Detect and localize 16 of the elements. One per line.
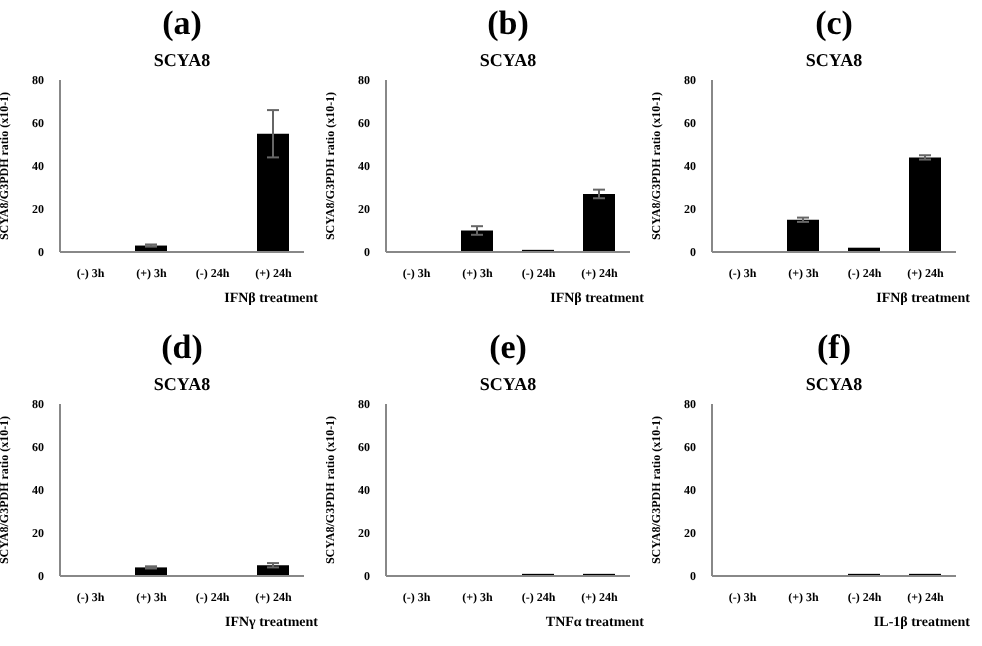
bar — [461, 230, 493, 252]
chart-subtitle: SCYA8 — [477, 373, 539, 393]
bar — [909, 157, 941, 252]
bar — [583, 193, 615, 252]
chart-title: (a) — [160, 4, 204, 44]
chart-title: (f) — [815, 327, 853, 367]
chart-subtitle: SCYA8 — [151, 373, 213, 393]
chart-title: (e) — [487, 327, 529, 367]
chart-subtitle: SCYA8 — [151, 50, 213, 70]
chart-title: (d) — [159, 327, 205, 367]
chart-subtitle: SCYA8 — [803, 50, 865, 70]
chart-subtitle: SCYA8 — [803, 373, 865, 393]
bar — [787, 219, 819, 252]
chart-title: (c) — [813, 4, 855, 44]
chart-subtitle: SCYA8 — [477, 50, 539, 70]
chart-title: (b) — [485, 4, 531, 44]
